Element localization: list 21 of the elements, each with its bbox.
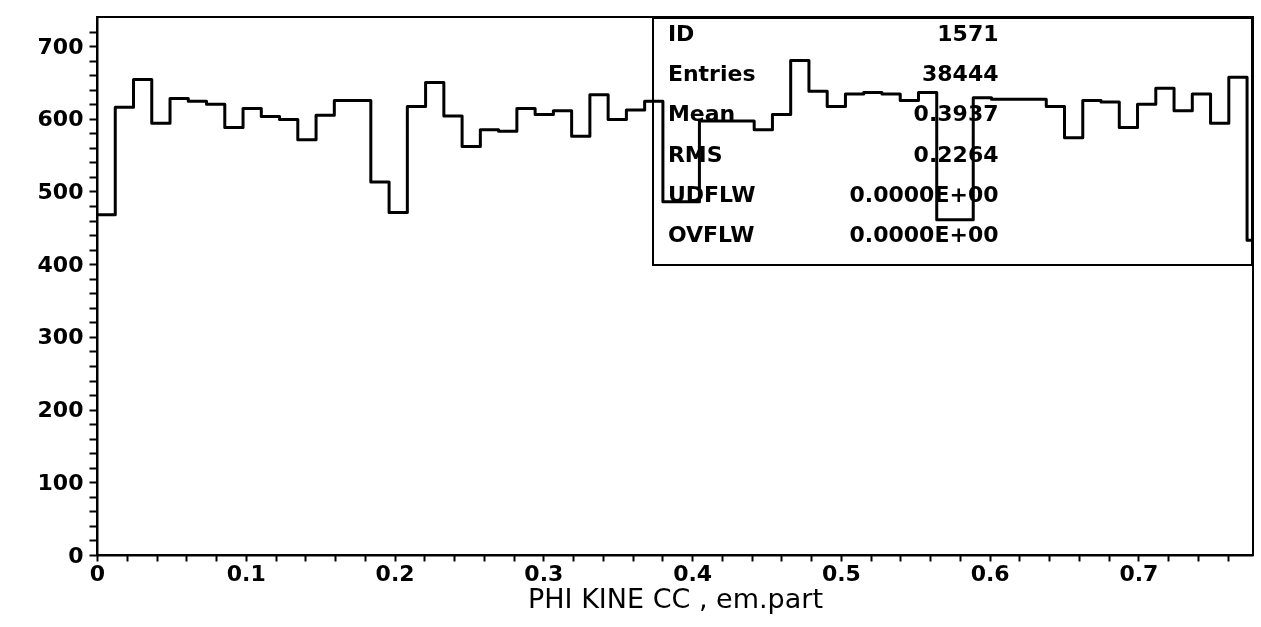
y-tick-label: 400 bbox=[37, 251, 84, 277]
annotation: ID bbox=[667, 21, 695, 46]
annotation: Mean bbox=[667, 101, 736, 127]
x-tick-label: 0.6 bbox=[970, 560, 1010, 586]
annotation: Entries bbox=[667, 61, 756, 87]
x-tick-label: 0.7 bbox=[1119, 560, 1159, 586]
annotation: OVFLW bbox=[667, 221, 755, 247]
y-tick-label: 700 bbox=[37, 33, 84, 59]
y-tick-label: 500 bbox=[37, 178, 84, 204]
x-tick-label: 0 bbox=[89, 560, 106, 586]
y-tick-label: 100 bbox=[37, 469, 84, 495]
y-tick-label: 300 bbox=[37, 324, 84, 350]
x-tick-label: 0.5 bbox=[821, 560, 861, 586]
y-tick-label: 200 bbox=[37, 397, 84, 423]
y-tick-label: 600 bbox=[37, 106, 84, 132]
x-tick-label: 0.2 bbox=[375, 560, 415, 586]
annotation: 1571 bbox=[937, 21, 999, 46]
annotation: 0.0000E+00 bbox=[849, 221, 999, 247]
y-tick-label: 0 bbox=[68, 542, 84, 568]
x-tick-label: 0.1 bbox=[226, 560, 266, 586]
annotation: 38444 bbox=[921, 61, 999, 87]
